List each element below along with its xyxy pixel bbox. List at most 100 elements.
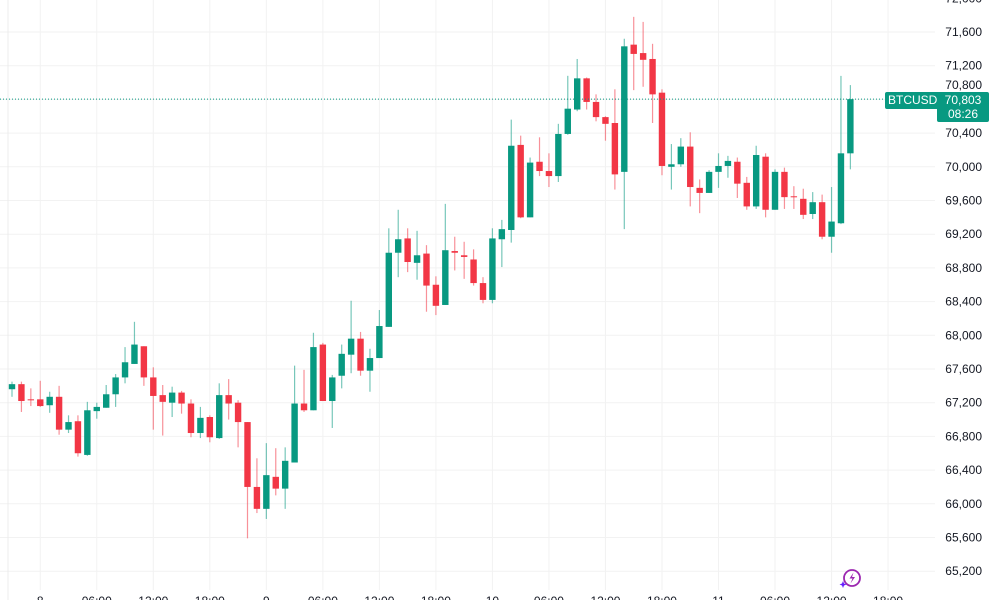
candle-up bbox=[668, 144, 675, 190]
candle-up bbox=[752, 145, 760, 209]
candle-up bbox=[366, 348, 374, 392]
candle-up bbox=[197, 406, 204, 439]
candle-body bbox=[489, 238, 496, 300]
candle-body bbox=[74, 421, 82, 454]
candle-up bbox=[508, 119, 515, 243]
candle-body bbox=[84, 410, 91, 455]
candle-up bbox=[329, 374, 336, 428]
candle-body bbox=[460, 255, 468, 257]
candle-body bbox=[423, 253, 430, 286]
candle-body bbox=[216, 395, 223, 439]
candle-body bbox=[178, 392, 185, 404]
candle-down bbox=[592, 94, 600, 122]
candle-body bbox=[150, 377, 157, 396]
x-tick-label: 06:00 bbox=[760, 594, 790, 600]
candle-down bbox=[300, 369, 308, 412]
candle-body bbox=[131, 344, 138, 364]
candle-body bbox=[263, 475, 270, 509]
grid-lines bbox=[0, 0, 935, 600]
candle-up bbox=[310, 332, 317, 411]
y-tick-label: 69,200 bbox=[945, 227, 982, 241]
y-tick-label: 67,600 bbox=[945, 362, 982, 376]
last-price-value: 70,803 bbox=[944, 93, 982, 107]
time-axis[interactable]: 8 06:00 12:00 18:00 9 06:00 12:00 18:00 10 06:00 1… bbox=[37, 594, 903, 600]
candle-body bbox=[168, 392, 176, 403]
candle-body bbox=[55, 396, 63, 430]
candle-body bbox=[300, 403, 308, 411]
candle-body bbox=[705, 171, 713, 193]
candle-up bbox=[489, 228, 496, 304]
candle-down bbox=[649, 43, 656, 123]
candle-body bbox=[159, 395, 166, 402]
candle-down bbox=[244, 422, 251, 539]
candle-up bbox=[112, 374, 119, 407]
candle-body bbox=[734, 161, 741, 184]
candle-body bbox=[771, 171, 779, 210]
x-tick-label: 12:00 bbox=[590, 594, 620, 600]
x-tick-label: 12:00 bbox=[138, 594, 168, 600]
candle-body bbox=[574, 78, 581, 110]
candle-down bbox=[818, 194, 826, 240]
x-tick-label: 18:00 bbox=[873, 594, 903, 600]
candle-down bbox=[687, 132, 694, 207]
candle-up bbox=[385, 228, 392, 327]
candle-body bbox=[329, 377, 336, 402]
last-price-label: 70,803 08:26 bbox=[937, 92, 989, 122]
candle-down bbox=[357, 331, 364, 376]
y-tick-label: 71,600 bbox=[945, 25, 982, 39]
candle-down bbox=[253, 458, 261, 514]
candle-down bbox=[27, 388, 35, 407]
candle-body bbox=[234, 402, 242, 423]
y-tick-label: 69,600 bbox=[945, 194, 982, 208]
price-axis[interactable]: 65,200 65,600 66,000 66,400 66,800 67,200 67,6… bbox=[945, 0, 982, 578]
candle-down bbox=[611, 89, 619, 190]
candle-body bbox=[8, 384, 16, 390]
candle-down bbox=[18, 381, 25, 412]
candle-down bbox=[762, 153, 769, 218]
candle-up bbox=[347, 300, 355, 374]
candle-down bbox=[630, 16, 637, 91]
candle-up bbox=[705, 170, 713, 193]
candle-body bbox=[470, 259, 477, 284]
candle-down bbox=[696, 179, 703, 214]
candle-body bbox=[696, 187, 703, 193]
sparkle-lightning-icon[interactable] bbox=[839, 568, 863, 590]
candles bbox=[8, 16, 854, 539]
candle-body bbox=[432, 284, 440, 306]
y-tick-label: 68,800 bbox=[945, 261, 982, 275]
candle-down bbox=[602, 116, 609, 141]
candle-down bbox=[517, 135, 524, 219]
candle-body bbox=[103, 394, 110, 408]
candle-up bbox=[771, 169, 779, 210]
candle-body bbox=[592, 101, 600, 118]
candle-body bbox=[442, 250, 449, 305]
y-tick-label: 70,800 bbox=[945, 78, 982, 92]
candle-down bbox=[639, 21, 647, 87]
candle-body bbox=[338, 353, 345, 376]
candle-up bbox=[828, 187, 835, 253]
candle-down bbox=[790, 186, 798, 209]
candle-up bbox=[621, 38, 628, 230]
candle-body bbox=[526, 162, 534, 218]
candle-up bbox=[263, 443, 270, 519]
symbol-label: BTCUSD bbox=[885, 92, 941, 109]
candle-down bbox=[225, 379, 232, 420]
candle-body bbox=[517, 144, 524, 218]
candle-up bbox=[131, 321, 138, 364]
candle-up bbox=[677, 138, 685, 167]
candle-body bbox=[762, 156, 769, 210]
candle-body bbox=[112, 377, 119, 395]
candle-up bbox=[103, 385, 110, 408]
candle-body bbox=[564, 108, 571, 134]
candle-up bbox=[376, 310, 383, 359]
candle-up bbox=[281, 447, 289, 509]
candle-up bbox=[574, 58, 581, 112]
candle-up bbox=[65, 415, 72, 434]
candle-up bbox=[526, 157, 534, 218]
candle-body bbox=[724, 160, 732, 166]
candle-body bbox=[658, 92, 666, 166]
y-tick-label: 66,800 bbox=[945, 429, 982, 443]
candle-body bbox=[611, 122, 619, 175]
y-tick-label: 65,200 bbox=[945, 564, 982, 578]
